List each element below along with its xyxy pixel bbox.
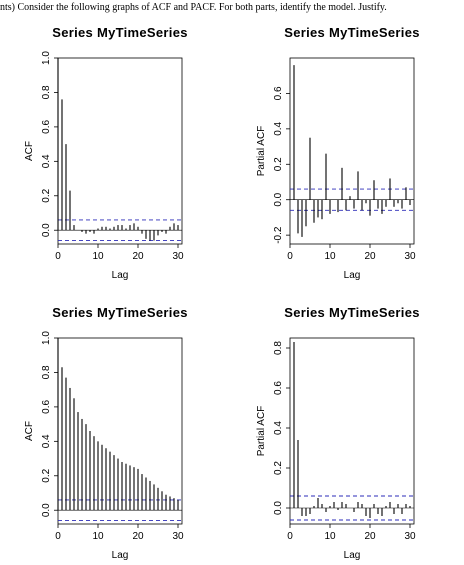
- chart-title: Series MyTimeSeries: [52, 25, 188, 40]
- y-axis-label: ACF: [24, 141, 35, 161]
- x-tick-label: 0: [55, 531, 61, 542]
- chart-title: Series MyTimeSeries: [284, 25, 420, 40]
- y-tick-label: 0.8: [41, 85, 52, 99]
- x-tick-label: 20: [132, 251, 144, 262]
- x-tick-label: 30: [404, 531, 416, 542]
- y-tick-label: 0.6: [41, 400, 52, 414]
- x-tick-label: 0: [55, 251, 61, 262]
- y-tick-label: 1.0: [41, 331, 52, 345]
- chart-title: Series MyTimeSeries: [52, 305, 188, 320]
- chart-svg: Series MyTimeSeries 0 10 20 30 0.0 0.2 0.4 0.6 0.…: [256, 305, 420, 561]
- x-axis-label: Lag: [112, 550, 129, 561]
- y-axis-label: Partial ACF: [256, 406, 267, 457]
- y-tick-label: 0.4: [273, 121, 284, 135]
- plot-frame: [289, 337, 415, 525]
- y-tick-label: 0.2: [41, 188, 52, 202]
- y-tick-label: 0.6: [273, 381, 284, 395]
- x-tick-label: 0: [287, 531, 293, 542]
- y-tick-label: 1.0: [41, 51, 52, 65]
- x-tick-label: 10: [92, 251, 104, 262]
- y-tick-label: 0.8: [41, 365, 52, 379]
- y-tick-label: 0.4: [41, 434, 52, 448]
- x-tick-label: 20: [132, 531, 144, 542]
- question-text: nts) Consider the following graphs of AC…: [0, 2, 387, 13]
- chart-svg: Series MyTimeSeries 0 10 20 30 -0.2 0.0 0.2 0.4 0…: [256, 25, 420, 281]
- y-tick-label: 0.4: [41, 154, 52, 168]
- y-tick-label: 0.8: [273, 341, 284, 355]
- x-tick-label: 10: [324, 251, 336, 262]
- x-tick-label: 10: [92, 531, 104, 542]
- pacf-plot-bottom-right: Series MyTimeSeries 0 10 20 30 0.0 0.2 0.4 0.6 0.…: [232, 302, 464, 564]
- x-axis-label: Lag: [344, 270, 361, 281]
- chart-svg: Series MyTimeSeries 0 10 20 30 0.0 0.2 0.4 0.6 0.…: [24, 305, 188, 561]
- y-tick-label: 0.0: [41, 223, 52, 237]
- x-axis-label: Lag: [344, 550, 361, 561]
- x-tick-label: 30: [172, 531, 184, 542]
- y-axis-label: ACF: [24, 421, 35, 441]
- y-tick-label: 0.2: [273, 461, 284, 475]
- x-axis-label: Lag: [112, 270, 129, 281]
- chart-svg: Series MyTimeSeries 0 10 20 30 0.0 0.2 0.4 0.6 0.…: [24, 25, 188, 281]
- acf-plot-bottom-left: Series MyTimeSeries 0 10 20 30 0.0 0.2 0.4 0.6 0.…: [0, 302, 232, 564]
- y-tick-label: 0.2: [273, 157, 284, 171]
- y-tick-label: -0.2: [273, 226, 284, 244]
- x-tick-label: 20: [364, 251, 376, 262]
- x-tick-label: 10: [324, 531, 336, 542]
- y-tick-label: 0.4: [273, 421, 284, 435]
- y-axis-label: Partial ACF: [256, 126, 267, 177]
- y-tick-label: 0.2: [41, 468, 52, 482]
- y-tick-label: 0.0: [273, 192, 284, 206]
- acf-plot-top-left: Series MyTimeSeries 0 10 20 30 0.0 0.2 0.4 0.6 0.…: [0, 22, 232, 284]
- y-tick-label: 0.6: [273, 86, 284, 100]
- y-tick-label: 0.0: [273, 501, 284, 515]
- plot-frame: [289, 57, 415, 245]
- x-tick-label: 0: [287, 251, 293, 262]
- pacf-plot-top-right: Series MyTimeSeries 0 10 20 30 -0.2 0.0 0.2 0.4 0…: [232, 22, 464, 284]
- y-tick-label: 0.6: [41, 120, 52, 134]
- plot-frame: [57, 57, 183, 245]
- chart-title: Series MyTimeSeries: [284, 305, 420, 320]
- y-tick-label: 0.0: [41, 503, 52, 517]
- x-tick-label: 20: [364, 531, 376, 542]
- plot-frame: [57, 337, 183, 525]
- x-tick-label: 30: [172, 251, 184, 262]
- x-tick-label: 30: [404, 251, 416, 262]
